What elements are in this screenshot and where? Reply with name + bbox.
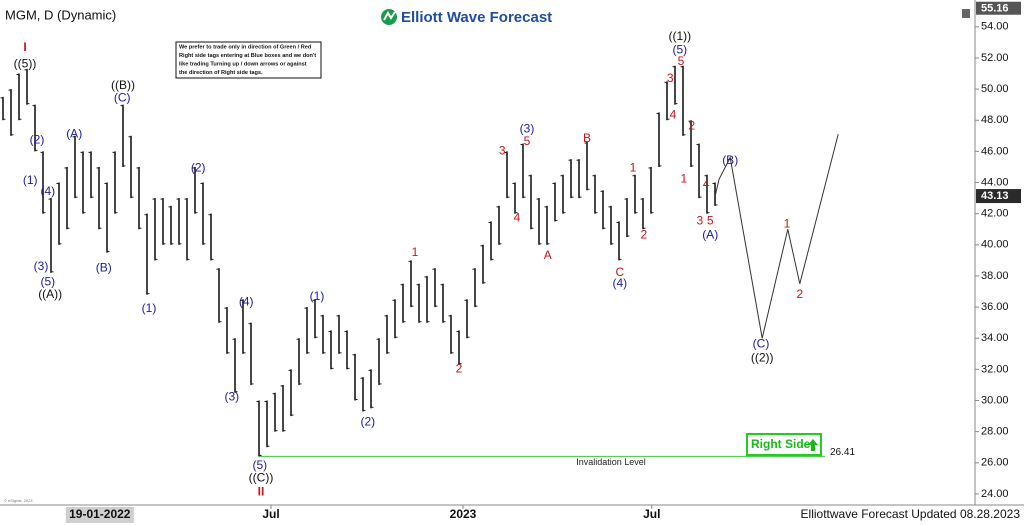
wave-label: ((1)): [668, 29, 691, 43]
wave-label: (3): [34, 259, 49, 273]
wave-label: (3): [224, 390, 239, 404]
badge-arrow: [808, 439, 818, 451]
wave-label: (A): [702, 228, 718, 242]
note: We prefer to trade only in direction of …: [179, 44, 316, 76]
wave-label: A: [544, 248, 552, 262]
settings-icon[interactable]: [962, 9, 970, 18]
wave-label: (B): [96, 260, 112, 274]
wave-label: 2: [688, 119, 695, 133]
wave-label: 3: [696, 214, 703, 228]
wave-label: C: [615, 265, 624, 279]
badge-frame: [746, 433, 822, 456]
logo-wave: [383, 11, 396, 21]
wave-label: 1: [630, 161, 637, 175]
wave-label: (5): [252, 458, 267, 472]
wave-label: (5): [40, 274, 55, 288]
y-tick-label: 48.00: [981, 114, 1009, 126]
wave-label: 3: [499, 144, 506, 158]
wave-label: ((B)): [111, 78, 135, 92]
wave-label: B: [583, 131, 591, 145]
y-tick-label: 54.00: [981, 21, 1009, 33]
wave-label: ((A)): [38, 287, 62, 301]
wave-label: 2: [456, 362, 463, 376]
x-tick-label: 2023: [450, 507, 477, 521]
wave-label: 3: [667, 71, 674, 85]
y-tick-label: 28.00: [981, 426, 1009, 438]
wave-label: II: [258, 485, 265, 499]
badge-text: Right Side: [751, 437, 811, 451]
wave-label: 2: [640, 228, 647, 242]
y-tick-label: 44.00: [981, 176, 1009, 188]
y-tick-label: 26.00: [981, 457, 1009, 469]
wave-label: (4): [40, 184, 55, 198]
cursor-date-box: [65, 507, 134, 523]
wave-label: 4: [514, 211, 521, 225]
wave-label: (1): [310, 289, 325, 303]
wave-label: (C): [114, 91, 131, 105]
right-side-badge: Right Side: [746, 433, 822, 456]
wave-label: (4): [239, 295, 254, 309]
wave-label: 4: [670, 108, 677, 122]
x-tick-label: Jul: [262, 507, 279, 521]
wave-label: 5: [678, 54, 685, 68]
wave-label: (C): [753, 337, 770, 351]
chart-title: MGM, D (Dynamic): [5, 7, 116, 22]
note-line: the direction of Right side tags.: [179, 70, 263, 76]
note-line: like trading Turning up / down arrows or…: [179, 61, 307, 67]
wave-label: 5: [524, 134, 531, 148]
y-tick-label: 40.00: [981, 239, 1009, 251]
wave-label: I: [23, 40, 26, 54]
invalidation-value: 26.41: [830, 447, 855, 458]
y-tick-label: 46.00: [981, 145, 1009, 157]
wave-label: (2): [191, 161, 206, 175]
y-tick-label: 50.00: [981, 83, 1009, 95]
last-price-tag: [976, 189, 1021, 204]
wave-label: (5): [672, 42, 687, 56]
x-tick-label: Jul: [643, 507, 660, 521]
note-line: Right side tags entering at Blue boxes a…: [179, 53, 316, 59]
y-tick-label: 24.00: [981, 488, 1009, 500]
y-tick-label: 42.00: [981, 208, 1009, 220]
y-tick-label: 36.00: [981, 301, 1009, 313]
top-price-label: 55.16: [981, 3, 1009, 15]
wave-label: (A): [66, 126, 82, 140]
y-tick-label: 52.00: [981, 52, 1009, 64]
footer: Elliottwave Forecast Updated 08.28.2023: [801, 507, 1021, 521]
wave-label: ((2)): [751, 351, 774, 365]
wave-label: ((C)): [249, 471, 274, 485]
wave-label: (3): [520, 122, 535, 136]
wave-label: 1: [412, 245, 419, 259]
last-price-label: 43.13: [981, 190, 1009, 202]
top-price-tag: [976, 1, 1021, 15]
wave-label: (4): [612, 276, 627, 290]
wave-label: (1): [23, 173, 38, 187]
wave-label: (1): [142, 301, 157, 315]
note-box: [175, 41, 322, 79]
wave-label: 2: [796, 287, 803, 301]
y-tick-label: 32.00: [981, 363, 1009, 375]
wave-label: 1: [784, 217, 791, 231]
cursor-date-label: 19-01-2022: [69, 507, 131, 521]
y-tick-label: 34.00: [981, 332, 1009, 344]
wave-label: 1: [680, 172, 687, 186]
brand-name: Elliott Wave Forecast: [401, 9, 552, 26]
y-tick-label: 38.00: [981, 270, 1009, 282]
wave-label: 4: [703, 177, 710, 191]
y-tick-label: 30.00: [981, 394, 1009, 406]
logo-icon: [381, 9, 397, 25]
wave-label: (2): [30, 133, 45, 147]
wave-label: (2): [360, 414, 375, 428]
projection-path: [714, 134, 839, 339]
brand-logo: Elliott Wave Forecast: [381, 9, 552, 26]
note-line: We prefer to trade only in direction of …: [179, 44, 312, 50]
wave-label: ((5)): [14, 56, 37, 70]
invalidation-label: Invalidation Level: [576, 457, 646, 467]
wave-label: (B): [722, 153, 738, 167]
copyright: © eSignal, 2023: [4, 498, 33, 503]
wave-label: 5: [707, 214, 714, 228]
